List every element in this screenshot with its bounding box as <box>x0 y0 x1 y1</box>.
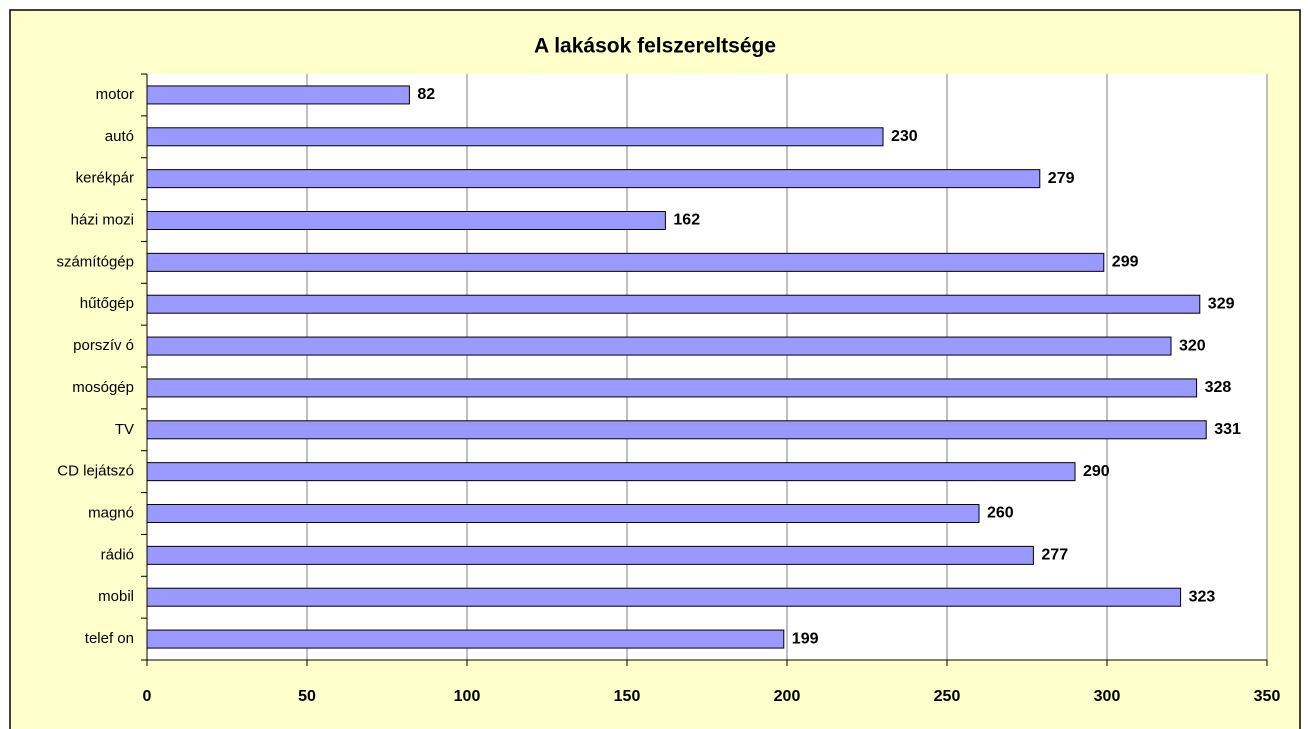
bar <box>146 587 1182 607</box>
y-tick-label: TV <box>115 421 134 438</box>
data-label: 331 <box>1214 421 1241 438</box>
x-tick-label: 0 <box>143 688 152 705</box>
x-tick-label: 50 <box>298 688 316 705</box>
x-tick-label: 300 <box>1094 688 1121 705</box>
x-tick-label: 150 <box>614 688 641 705</box>
data-label: 279 <box>1048 170 1075 187</box>
data-label: 82 <box>417 86 435 103</box>
bar <box>146 545 1034 565</box>
y-tick-label: hűtőgép <box>80 295 134 312</box>
y-tick-label: CD lejátszó <box>57 463 134 480</box>
data-label: 323 <box>1189 588 1216 605</box>
y-tick-label: számítógép <box>56 253 134 270</box>
y-tick-label: kerékpár <box>76 170 134 187</box>
bar <box>146 127 884 147</box>
bar <box>146 504 980 523</box>
x-tick-label: 200 <box>774 688 801 705</box>
data-label: 290 <box>1083 463 1110 480</box>
y-tick-label: rádió <box>101 546 134 563</box>
data-label: 320 <box>1179 337 1206 354</box>
bar <box>146 169 1041 189</box>
bar <box>146 85 410 105</box>
data-label: 329 <box>1208 295 1235 312</box>
y-tick-label: porszív ó <box>73 337 134 354</box>
x-tick-label: 100 <box>454 688 481 705</box>
y-tick-label: mobil <box>98 588 134 605</box>
y-tick-label: házi mozi <box>71 211 134 228</box>
bar <box>146 462 1076 482</box>
data-label: 199 <box>792 630 819 647</box>
data-label: 277 <box>1041 547 1068 564</box>
data-label: 260 <box>987 505 1014 522</box>
data-label: 328 <box>1205 379 1232 396</box>
bar <box>146 211 666 230</box>
x-tick-label: 250 <box>934 688 961 705</box>
y-tick-label: autó <box>105 128 134 145</box>
bar <box>146 252 1105 272</box>
bar <box>146 420 1207 440</box>
plot-area <box>147 74 1267 660</box>
data-label: 162 <box>673 212 700 229</box>
data-label: 230 <box>891 128 918 145</box>
bar <box>146 294 1201 314</box>
y-tick-label: mosógép <box>72 379 134 396</box>
bar <box>146 629 785 649</box>
bar <box>146 378 1198 398</box>
data-label: 299 <box>1112 254 1139 271</box>
bar <box>146 336 1172 356</box>
y-tick-label: magnó <box>88 504 134 521</box>
x-tick-label: 350 <box>1254 688 1281 705</box>
y-tick-label: telef on <box>85 630 134 647</box>
chart-title: A lakások felszereltsége <box>534 35 776 58</box>
y-tick-label: motor <box>96 86 134 103</box>
